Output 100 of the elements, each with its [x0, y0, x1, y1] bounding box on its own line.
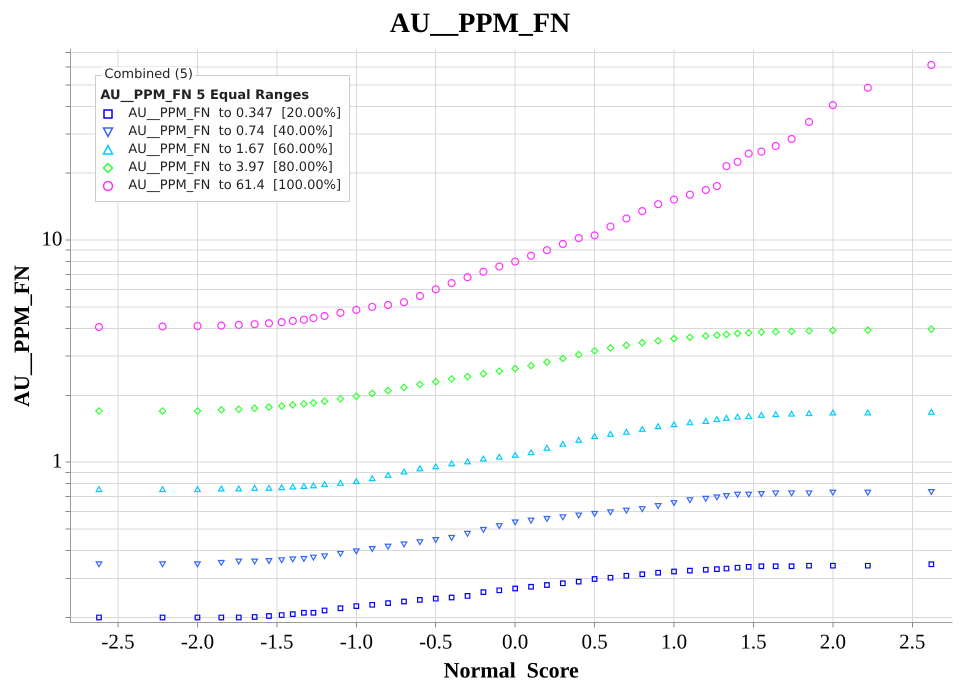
- point: [512, 452, 519, 458]
- point: [928, 561, 934, 568]
- point: [928, 325, 936, 333]
- point: [320, 312, 329, 320]
- x-tick-label: -1.0: [340, 630, 373, 654]
- point: [464, 593, 470, 599]
- point: [928, 489, 935, 496]
- point: [159, 486, 166, 492]
- point: [289, 484, 296, 490]
- point: [607, 509, 614, 516]
- point: [559, 514, 566, 520]
- point: [384, 300, 392, 310]
- point: [638, 338, 646, 347]
- point: [158, 407, 166, 415]
- point: [480, 456, 487, 462]
- point: [772, 490, 780, 496]
- point: [686, 190, 694, 199]
- point: [724, 566, 730, 572]
- point: [527, 362, 535, 370]
- point: [733, 158, 742, 166]
- point: [384, 544, 392, 550]
- point: [670, 500, 678, 506]
- point: [788, 490, 795, 496]
- point: [542, 246, 552, 254]
- point: [278, 557, 286, 564]
- x-tick-label: 0.0: [502, 630, 528, 654]
- point: [300, 400, 308, 408]
- point: [401, 598, 407, 604]
- legend-label: AU__PPM_FN to 3.97 [80.00%]: [128, 160, 333, 176]
- point: [772, 411, 780, 418]
- point: [670, 421, 678, 428]
- point: [734, 414, 741, 420]
- point: [830, 562, 836, 569]
- point: [654, 200, 662, 208]
- point: [353, 603, 360, 609]
- point: [544, 582, 550, 588]
- x-tick-label: -1.5: [260, 630, 294, 654]
- point: [757, 148, 766, 156]
- point: [250, 404, 258, 412]
- point: [864, 490, 872, 496]
- point: [448, 594, 454, 600]
- point: [235, 558, 242, 565]
- point: [511, 257, 520, 266]
- point: [236, 614, 242, 620]
- point: [528, 518, 534, 524]
- point: [758, 491, 765, 498]
- legend-label: AU__PPM_FN to 61.4 [100.00%]: [128, 178, 342, 194]
- point: [512, 519, 519, 526]
- point: [702, 332, 710, 340]
- point: [234, 320, 243, 329]
- point: [218, 560, 225, 566]
- point: [702, 186, 710, 194]
- point: [278, 484, 286, 490]
- point: [352, 548, 360, 554]
- point: [772, 328, 780, 336]
- point: [591, 510, 598, 517]
- point: [723, 493, 730, 500]
- annotation: Combined (5): [102, 66, 195, 82]
- point: [368, 475, 376, 482]
- point: [337, 480, 344, 486]
- y-tick-label: 1: [52, 448, 62, 473]
- chart-title: AU__PPM_FN: [390, 8, 570, 40]
- point: [528, 449, 534, 456]
- point: [448, 375, 456, 383]
- point: [745, 492, 752, 498]
- point: [288, 316, 297, 326]
- point: [310, 610, 316, 616]
- point: [624, 572, 630, 579]
- point: [714, 566, 720, 572]
- point: [722, 162, 731, 170]
- point: [806, 562, 812, 569]
- point: [575, 512, 582, 519]
- point: [480, 526, 487, 533]
- point: [464, 372, 472, 380]
- point: [722, 330, 730, 338]
- point: [639, 571, 646, 578]
- point: [622, 214, 630, 223]
- point: [670, 196, 678, 204]
- point: [432, 463, 440, 470]
- x-axis-title: Normal Score: [444, 657, 580, 682]
- point: [321, 553, 328, 560]
- point: [289, 556, 296, 562]
- point: [590, 231, 599, 240]
- point: [686, 497, 694, 504]
- point: [368, 390, 376, 398]
- point: [416, 292, 424, 300]
- point: [702, 418, 710, 424]
- x-tick-label: -0.5: [419, 630, 452, 654]
- point: [416, 380, 424, 388]
- point: [300, 482, 308, 489]
- point: [96, 561, 102, 568]
- point: [559, 440, 566, 447]
- point: [250, 320, 259, 328]
- point: [400, 541, 408, 548]
- point: [806, 410, 812, 416]
- point: [788, 328, 796, 336]
- point: [606, 344, 614, 352]
- x-tick-label: -2.0: [180, 630, 214, 654]
- point: [432, 285, 440, 294]
- point: [702, 496, 710, 502]
